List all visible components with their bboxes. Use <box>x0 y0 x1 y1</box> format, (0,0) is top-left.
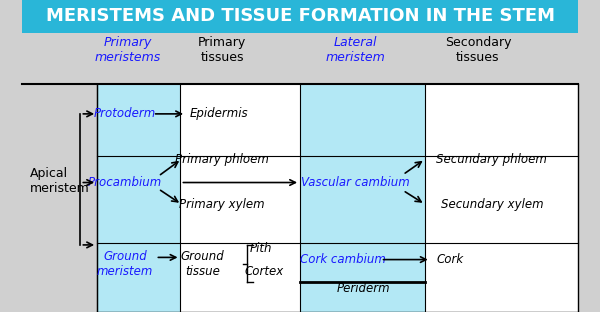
Text: Primary phloem: Primary phloem <box>175 153 269 166</box>
Text: Cortex: Cortex <box>244 265 283 278</box>
Text: MERISTEMS AND TISSUE FORMATION IN THE STEM: MERISTEMS AND TISSUE FORMATION IN THE ST… <box>46 7 554 25</box>
FancyBboxPatch shape <box>300 84 425 312</box>
Text: Secundary xylem: Secundary xylem <box>440 198 543 211</box>
Text: Secondary
tissues: Secondary tissues <box>445 36 511 64</box>
Text: Primary xylem: Primary xylem <box>179 198 265 211</box>
Text: Secundary phloem: Secundary phloem <box>436 153 547 166</box>
FancyBboxPatch shape <box>181 84 300 312</box>
Text: Primary
tissues: Primary tissues <box>198 36 246 64</box>
Text: Periderm: Periderm <box>337 282 391 295</box>
FancyBboxPatch shape <box>22 33 578 84</box>
Text: Epidermis: Epidermis <box>190 107 248 120</box>
Text: Procambium: Procambium <box>88 176 162 189</box>
Text: Cork cambium: Cork cambium <box>301 253 386 266</box>
FancyBboxPatch shape <box>22 0 578 33</box>
Text: Ground
meristem: Ground meristem <box>97 250 153 278</box>
FancyBboxPatch shape <box>97 84 181 312</box>
Text: Pith: Pith <box>250 241 272 255</box>
Text: Cork: Cork <box>437 253 464 266</box>
Text: Ground
tissue: Ground tissue <box>181 250 224 278</box>
Text: Lateral
meristem: Lateral meristem <box>326 36 385 64</box>
Text: Apical
meristem: Apical meristem <box>31 167 90 195</box>
FancyBboxPatch shape <box>425 84 578 312</box>
Text: Vascular cambium: Vascular cambium <box>301 176 410 189</box>
Text: Protoderm: Protoderm <box>94 107 156 120</box>
Text: Primary
meristems: Primary meristems <box>95 36 161 64</box>
FancyBboxPatch shape <box>22 84 97 312</box>
